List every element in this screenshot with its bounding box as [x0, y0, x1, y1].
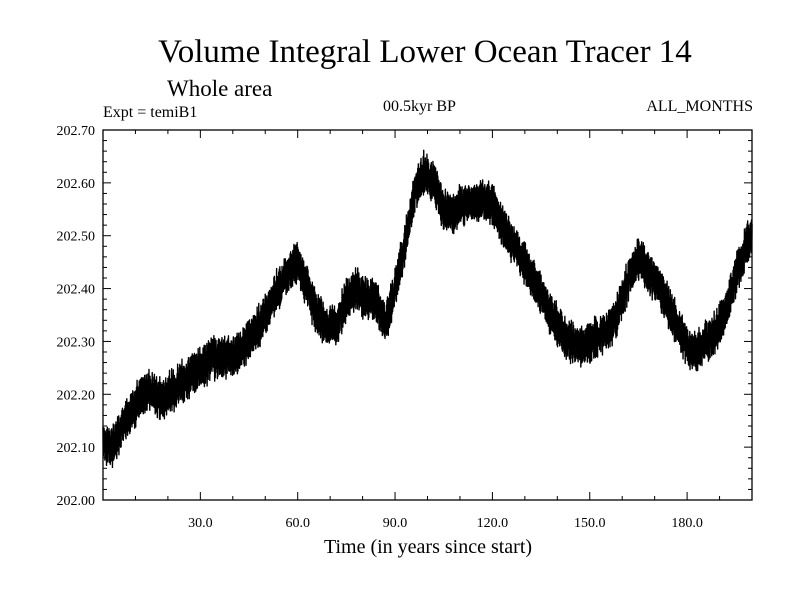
- y-tick-label: 202.60: [57, 177, 96, 192]
- x-tick-label: 60.0: [285, 516, 310, 531]
- series-line: [102, 149, 753, 469]
- y-tick-label: 202.30: [57, 335, 96, 350]
- y-tick-label: 202.70: [57, 124, 96, 139]
- x-tick-label: 30.0: [188, 516, 213, 531]
- plot-frame: [102, 129, 753, 501]
- experiment-label: Expt = temiB1: [103, 104, 198, 121]
- chart-subtitle: Whole area: [167, 76, 273, 101]
- chart-title: Volume Integral Lower Ocean Tracer 14: [158, 34, 692, 70]
- x-tick-label: 120.0: [477, 516, 509, 531]
- months-label: ALL_MONTHS: [646, 98, 753, 115]
- x-tick-label: 90.0: [383, 516, 408, 531]
- y-tick-label: 202.20: [57, 388, 96, 403]
- y-tick-label: 202.10: [57, 441, 96, 456]
- y-tick-label: 202.50: [57, 230, 96, 245]
- x-tick-label: 180.0: [671, 516, 703, 531]
- axis-layer: 202.00 202.10 202.20 202.30 202.40 202.50 202.…: [57, 124, 752, 531]
- x-tick-label: 150.0: [574, 516, 606, 531]
- y-tick-label: 202.40: [57, 283, 96, 298]
- period-label: 00.5kyr BP: [383, 98, 456, 115]
- series-layer: [102, 149, 753, 469]
- x-axis-label: Time (in years since start): [323, 536, 533, 558]
- y-tick-label: 202.00: [57, 494, 96, 509]
